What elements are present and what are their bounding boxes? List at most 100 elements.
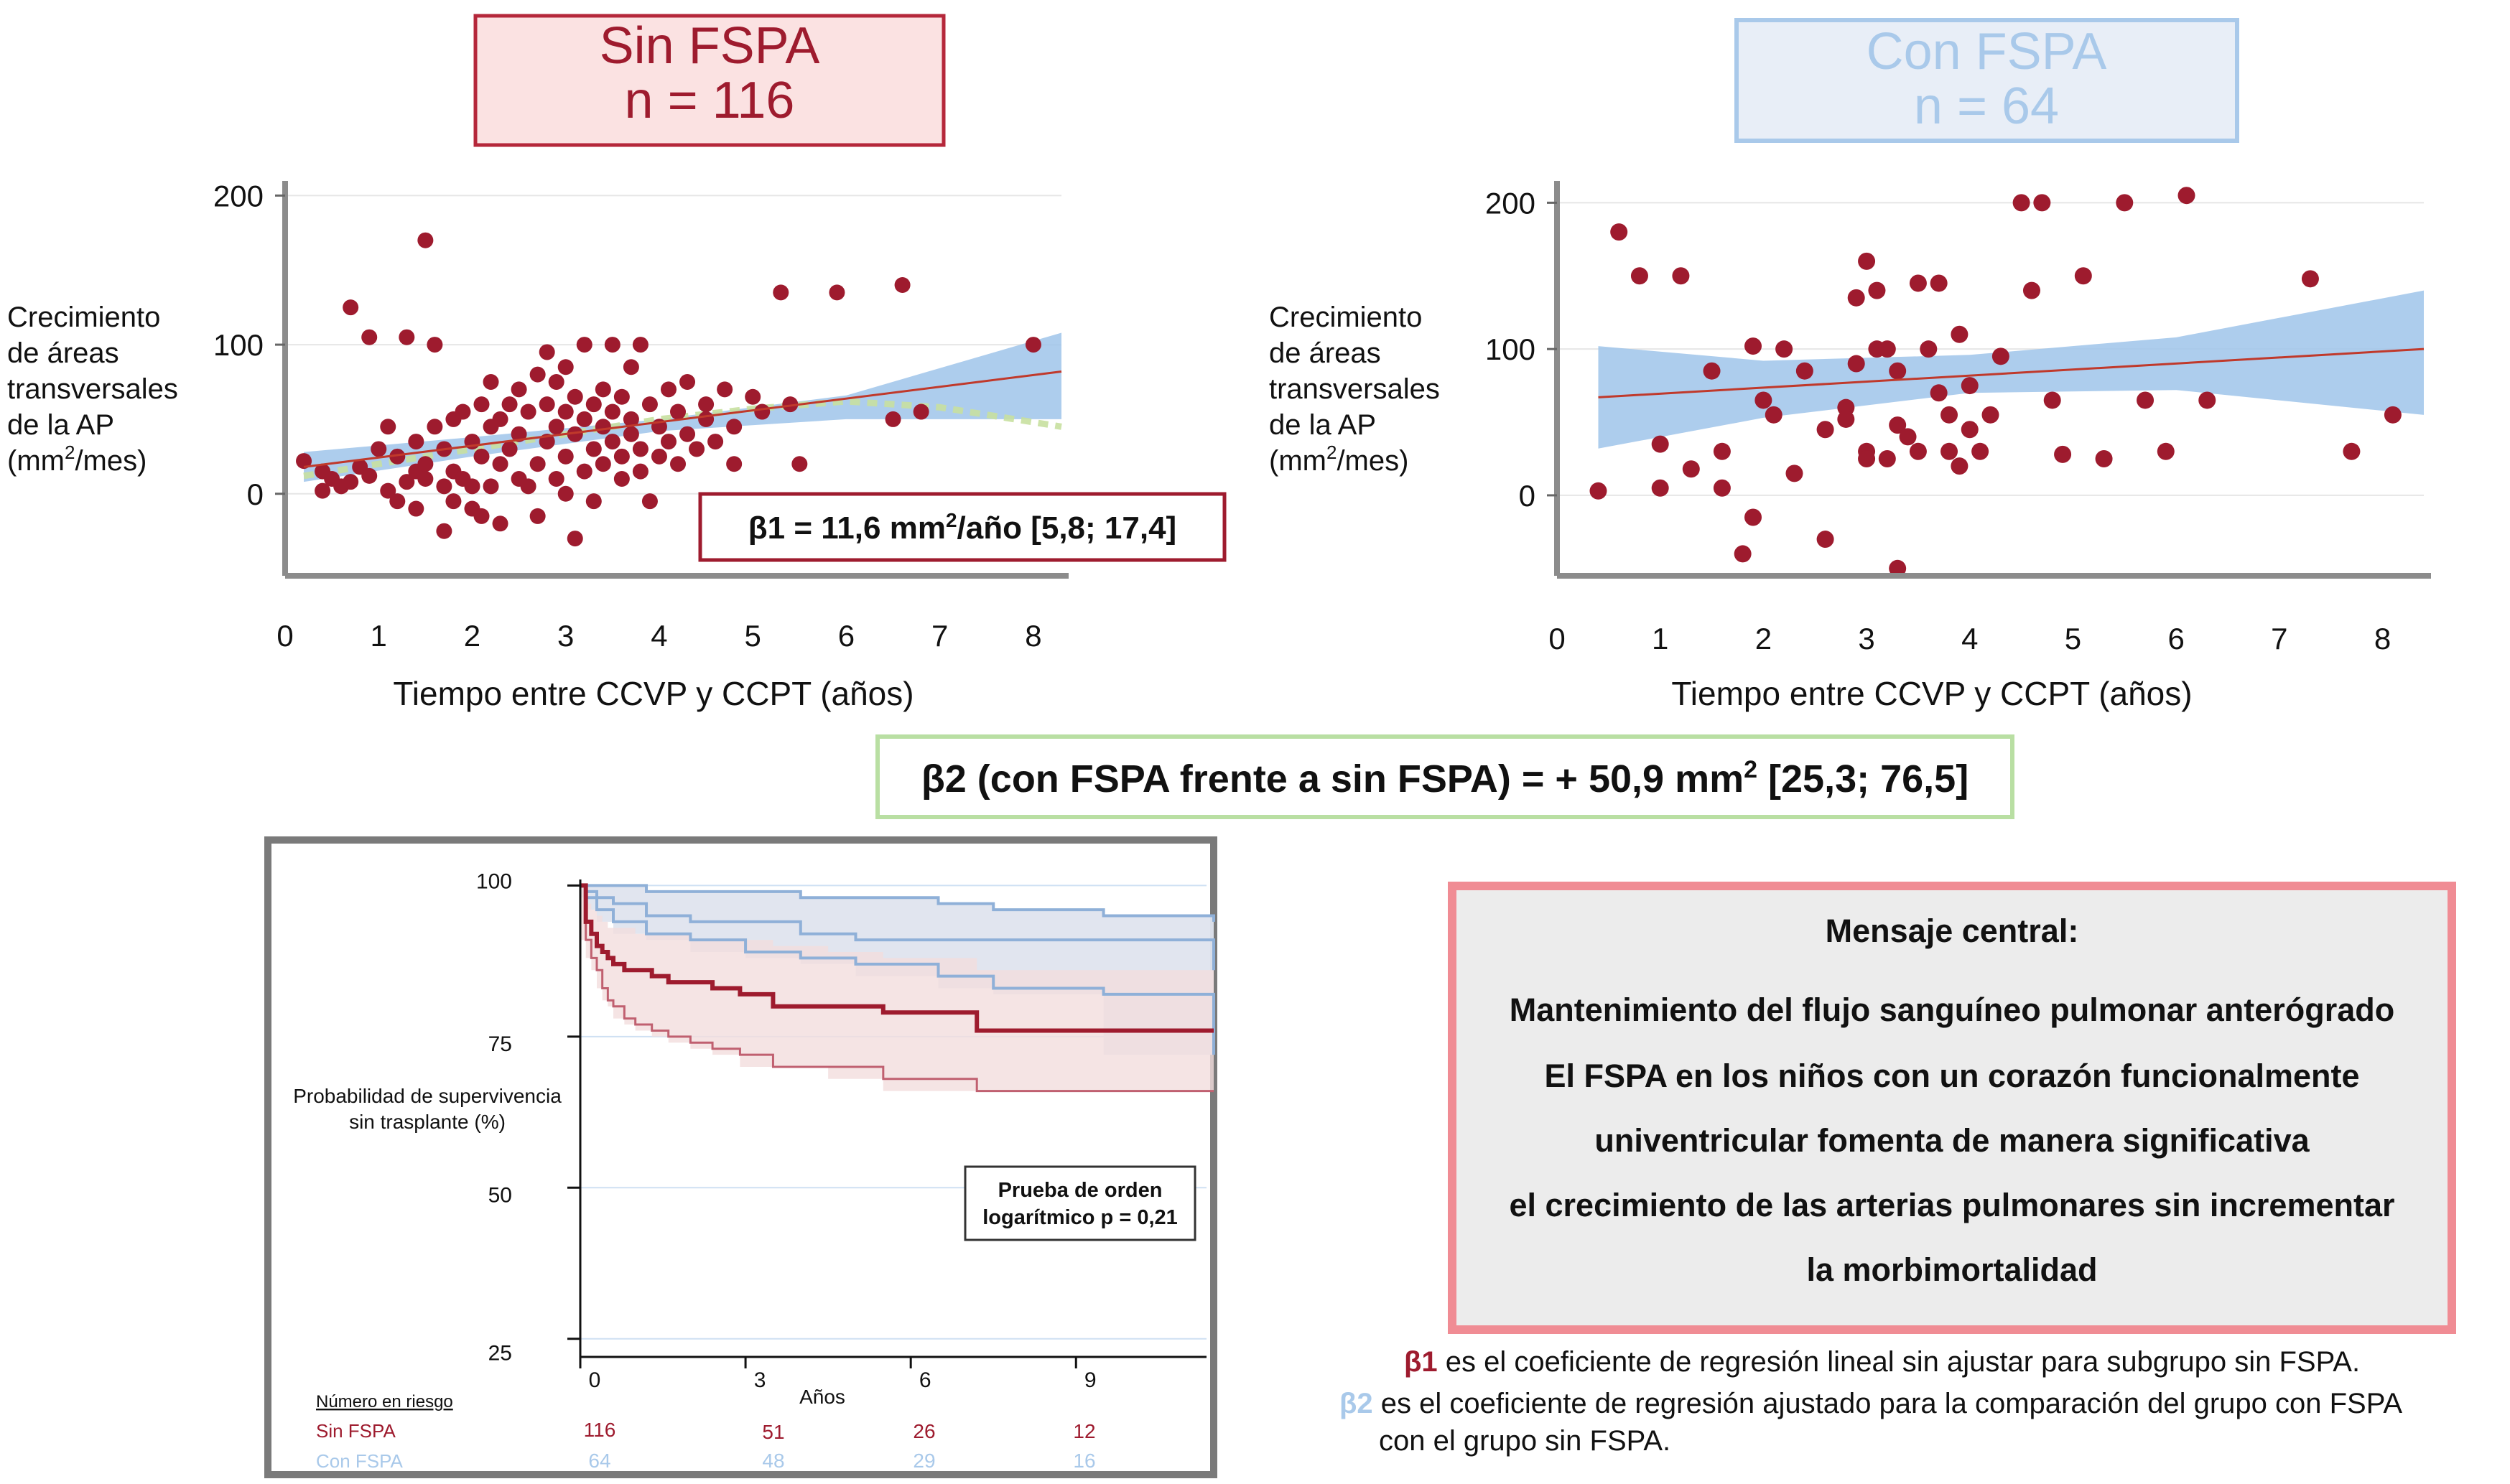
data-point bbox=[2198, 391, 2216, 409]
footnote-beta1: β1 es el coeficiente de regresión lineal… bbox=[1404, 1346, 2360, 1378]
data-point bbox=[1651, 435, 1669, 453]
data-point bbox=[473, 396, 490, 413]
y-tick-label-200: 200 bbox=[1485, 186, 1535, 220]
message-line-1: Mantenimiento del flujo sanguíneo pulmon… bbox=[1510, 991, 2395, 1028]
ylabel-right-4: de la AP bbox=[1269, 409, 1376, 441]
header-con-line2: n = 64 bbox=[1914, 78, 2059, 135]
data-point bbox=[548, 374, 564, 390]
data-point bbox=[417, 471, 434, 487]
data-point bbox=[1816, 421, 1834, 439]
data-point bbox=[1961, 421, 1979, 439]
km-ylabel: Probabilidad de supervivencia sin traspl… bbox=[293, 1085, 562, 1133]
data-point bbox=[417, 456, 434, 472]
km-y-tick-label-25: 25 bbox=[488, 1342, 512, 1366]
km-sin-lower bbox=[580, 884, 1214, 1093]
data-point bbox=[343, 474, 359, 490]
data-point bbox=[1744, 337, 1762, 355]
x-tick-label-7: 7 bbox=[931, 619, 948, 653]
data-point bbox=[623, 359, 639, 375]
data-point bbox=[1847, 355, 1865, 373]
data-point bbox=[1940, 406, 1958, 424]
data-point bbox=[417, 232, 434, 248]
x-tick-label-6: 6 bbox=[838, 619, 855, 653]
data-point bbox=[2384, 406, 2402, 424]
data-point bbox=[520, 403, 536, 420]
data-point bbox=[1961, 377, 1979, 395]
footnote-beta2-cont: con el grupo sin FSPA. bbox=[1379, 1425, 1670, 1457]
data-point bbox=[1889, 559, 1907, 577]
header-con-line1: Con FSPA bbox=[1867, 23, 2107, 80]
data-point bbox=[1713, 442, 1731, 460]
data-point bbox=[1971, 442, 1989, 460]
risk-sin-1: 51 bbox=[762, 1421, 784, 1443]
data-point bbox=[679, 426, 696, 442]
data-point bbox=[604, 434, 620, 450]
data-point bbox=[380, 419, 396, 435]
x-tick-label-0: 0 bbox=[1548, 622, 1565, 655]
x-tick-label-1: 1 bbox=[371, 619, 387, 653]
data-point bbox=[1889, 416, 1907, 434]
x-tick-label-6: 6 bbox=[2167, 622, 2184, 655]
data-point bbox=[1765, 406, 1782, 424]
data-point bbox=[613, 388, 630, 405]
x-axis-label-right: Tiempo entre CCVP y CCPT (años) bbox=[1671, 675, 2192, 712]
data-point bbox=[501, 441, 518, 457]
km-con-line bbox=[580, 884, 1215, 971]
data-point bbox=[2157, 442, 2175, 460]
ylabel-right-1: Crecimiento bbox=[1269, 302, 1422, 333]
data-point bbox=[707, 434, 724, 450]
data-point bbox=[427, 419, 443, 435]
data-point bbox=[585, 396, 602, 413]
data-point bbox=[492, 456, 508, 472]
km-ylabel-line2: sin trasplante (%) bbox=[349, 1111, 506, 1133]
data-point bbox=[885, 411, 901, 427]
data-point bbox=[539, 344, 555, 360]
km-band-sin bbox=[580, 885, 1214, 1091]
data-point bbox=[436, 478, 452, 495]
data-point bbox=[2116, 194, 2134, 212]
data-point bbox=[408, 500, 424, 517]
data-point bbox=[698, 396, 715, 413]
data-point bbox=[1858, 449, 1876, 467]
ylabel-left-3: transversales bbox=[7, 373, 178, 405]
header-sin-line2: n = 116 bbox=[625, 72, 795, 129]
ylabel-left-5: (mm2/mes) bbox=[7, 442, 147, 477]
data-point bbox=[464, 478, 480, 495]
x-tick-label-8: 8 bbox=[1025, 619, 1041, 653]
data-point bbox=[511, 381, 527, 398]
km-con-lower bbox=[580, 884, 1215, 1055]
y-tick-label-0: 0 bbox=[247, 477, 264, 511]
scatter-chart-sin-fspa: 0 100 200 0 1 2 3 4 5 6 7 8 bbox=[213, 179, 1069, 653]
data-point bbox=[548, 471, 564, 487]
data-point bbox=[2095, 449, 2113, 467]
data-point bbox=[791, 456, 808, 472]
risk-sin-2: 26 bbox=[913, 1420, 935, 1442]
footnote-beta2: β2 es el coeficiente de regresión ajusta… bbox=[1339, 1388, 2402, 1419]
beta1-annotation: β1 = 11,6 mm2/año [5,8; 17,4] bbox=[698, 492, 1227, 562]
data-point bbox=[623, 411, 639, 427]
beta1-text: β1 = 11,6 mm2/año [5,8; 17,4] bbox=[748, 509, 1176, 546]
data-point bbox=[445, 493, 462, 510]
x-tick-label-8: 8 bbox=[2374, 622, 2391, 655]
data-point bbox=[585, 493, 602, 510]
km-x-tick-label-6: 6 bbox=[919, 1368, 931, 1392]
data-point bbox=[726, 419, 743, 435]
x-tick-label-2: 2 bbox=[464, 619, 480, 653]
km-xlabel: Años bbox=[799, 1386, 845, 1408]
risk-con-1: 48 bbox=[762, 1450, 784, 1472]
risk-sin-3: 12 bbox=[1073, 1420, 1095, 1442]
data-point bbox=[745, 388, 761, 405]
data-point bbox=[408, 434, 424, 450]
x-axis-label-left: Tiempo entre CCVP y CCPT (años) bbox=[393, 675, 914, 712]
data-point bbox=[632, 463, 649, 480]
data-point bbox=[576, 463, 592, 480]
data-point bbox=[2137, 391, 2155, 409]
data-point bbox=[1858, 252, 1876, 270]
km-y-tick-label-75: 75 bbox=[488, 1032, 512, 1056]
data-point bbox=[1651, 479, 1669, 497]
km-sin-line bbox=[580, 883, 1214, 1033]
data-point bbox=[1951, 457, 1969, 475]
data-point bbox=[613, 471, 630, 487]
message-line-5: la morbimortalidad bbox=[1806, 1251, 2097, 1288]
x-tick-label-2: 2 bbox=[1755, 622, 1772, 655]
